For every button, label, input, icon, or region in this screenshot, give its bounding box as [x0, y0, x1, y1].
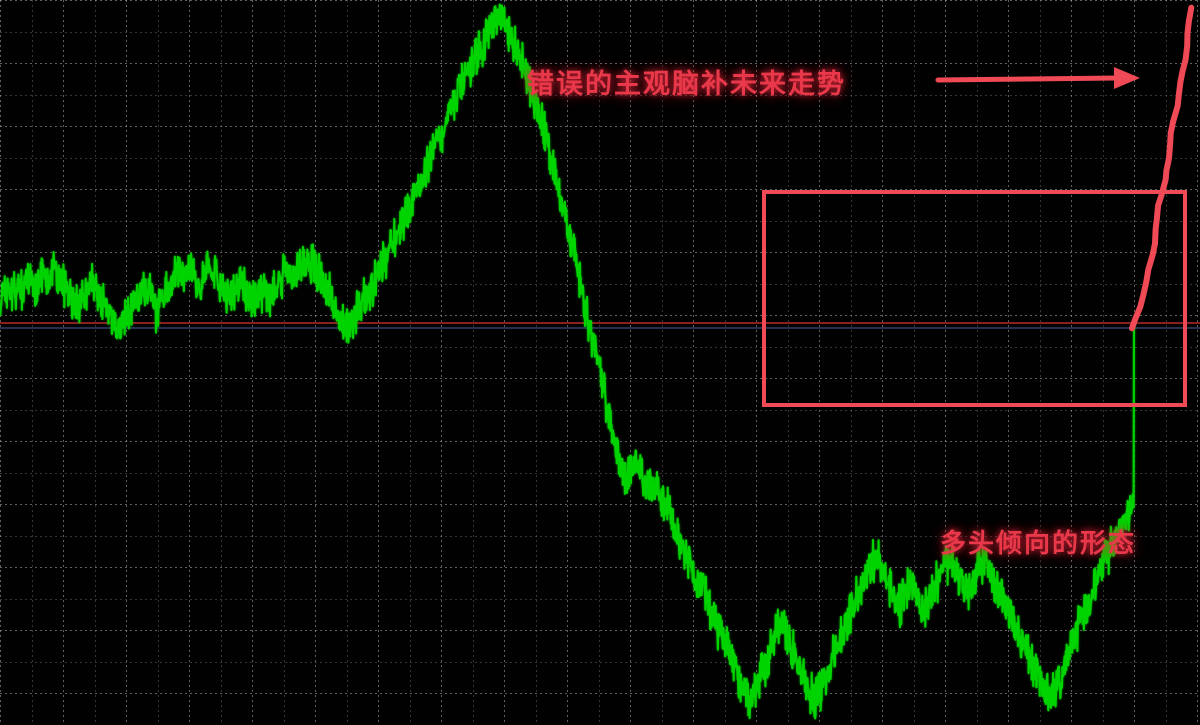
grid-line-vertical [347, 0, 348, 725]
grid-line-horizontal [0, 347, 1200, 348]
grid-line-vertical [1103, 0, 1104, 725]
grid-line-vertical [914, 0, 915, 725]
grid-line-horizontal [0, 504, 1200, 505]
grid-line-vertical [1040, 0, 1041, 725]
ask-price-line [0, 327, 1200, 329]
grid-line-vertical [315, 0, 316, 725]
grid-line-vertical [945, 0, 946, 725]
grid-line-horizontal [0, 599, 1200, 600]
grid-line-vertical [567, 0, 568, 725]
grid-line-horizontal [0, 63, 1200, 64]
grid-line-vertical [1197, 0, 1198, 725]
grid-line-horizontal [0, 473, 1200, 474]
price-line-path [0, 3, 1136, 720]
grid-line-horizontal [0, 693, 1200, 694]
grid-line-vertical [473, 0, 474, 725]
grid-line-vertical [441, 0, 442, 725]
grid-line-vertical [851, 0, 852, 725]
grid-line-vertical [756, 0, 757, 725]
grid-line-horizontal [0, 630, 1200, 631]
grid-line-vertical [662, 0, 663, 725]
grid-line-horizontal [0, 284, 1200, 285]
imagined-future-uptrend[interactable] [1129, 4, 1195, 332]
grid-line-vertical [1166, 0, 1167, 725]
grid-line-vertical [252, 0, 253, 725]
grid-line-vertical [221, 0, 222, 725]
grid-line-horizontal [0, 221, 1200, 222]
grid-line-horizontal [0, 0, 1200, 1]
right-arrow-icon [935, 67, 1140, 89]
grid-line-vertical [410, 0, 411, 725]
grid-line-vertical [536, 0, 537, 725]
grid-line-vertical [977, 0, 978, 725]
grid-line-vertical [819, 0, 820, 725]
grid-line-horizontal [0, 32, 1200, 33]
grid-line-vertical [788, 0, 789, 725]
annotation-future-trend: 错误的主观脑补未来走势 [527, 69, 846, 100]
grid-line-vertical [158, 0, 159, 725]
grid-line-horizontal [0, 252, 1200, 253]
grid-line-vertical [63, 0, 64, 725]
grid-line-horizontal [0, 567, 1200, 568]
bid-price-line [0, 322, 1200, 324]
grid-line-horizontal [0, 536, 1200, 537]
grid-line-vertical [693, 0, 694, 725]
annotation-bullish-pattern: 多头倾向的形态 [940, 529, 1137, 559]
grid-line-horizontal [0, 662, 1200, 663]
bullish-consolidation-box[interactable] [762, 190, 1187, 407]
grid-line-vertical [882, 0, 883, 725]
grid-line-vertical [1071, 0, 1072, 725]
grid-line-vertical [378, 0, 379, 725]
grid-line-vertical [1008, 0, 1009, 725]
grid-line-vertical [0, 0, 1, 725]
grid-line-horizontal [0, 189, 1200, 190]
grid-line-horizontal [0, 410, 1200, 411]
grid-line-horizontal [0, 95, 1200, 96]
grid-line-horizontal [0, 441, 1200, 442]
grid-line-horizontal [0, 315, 1200, 316]
grid-line-vertical [126, 0, 127, 725]
grid-line-horizontal [0, 158, 1200, 159]
grid-line-horizontal [0, 126, 1200, 127]
grid-line-vertical [189, 0, 190, 725]
grid-line-vertical [95, 0, 96, 725]
grid-line-vertical [504, 0, 505, 725]
grid-line-vertical [32, 0, 33, 725]
grid-line-vertical [630, 0, 631, 725]
grid-line-vertical [725, 0, 726, 725]
grid-line-vertical [284, 0, 285, 725]
